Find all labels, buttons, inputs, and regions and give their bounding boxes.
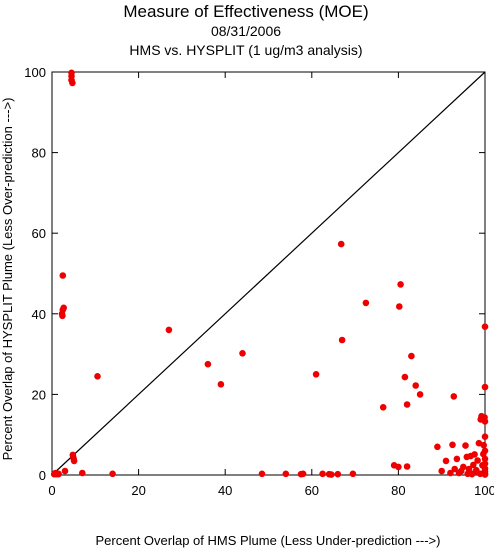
- data-point: [465, 465, 473, 473]
- data-point: [416, 391, 424, 398]
- data-point: [447, 469, 454, 477]
- data-point: [453, 455, 461, 463]
- data-point: [481, 455, 489, 463]
- data-point: [69, 79, 76, 87]
- data-point: [79, 469, 86, 477]
- x-tick-label: 20: [131, 483, 145, 498]
- data-point: [328, 471, 335, 478]
- data-point: [349, 470, 357, 478]
- tick-labels: 0 20 40 60 80 100 0 20 40 60 80 100: [24, 65, 494, 498]
- y-tick-label: 100: [24, 65, 46, 80]
- data-point: [474, 457, 481, 464]
- one-to-one-line: [51, 71, 486, 476]
- data-point: [396, 303, 403, 310]
- data-point: [397, 281, 404, 288]
- data-point: [59, 312, 66, 320]
- data-point: [319, 470, 326, 478]
- data-point: [438, 467, 446, 475]
- data-point: [109, 470, 116, 478]
- data-point: [480, 441, 488, 449]
- data-point: [481, 471, 489, 478]
- data-point: [403, 463, 411, 470]
- data-point: [239, 350, 246, 357]
- data-point: [94, 373, 101, 380]
- data-point: [362, 299, 370, 307]
- data-point: [481, 383, 489, 391]
- data-point: [442, 457, 450, 465]
- y-tick-label: 80: [32, 146, 46, 161]
- data-point: [217, 381, 225, 388]
- x-tick-label: 40: [218, 483, 232, 498]
- data-point: [451, 465, 459, 473]
- data-point: [338, 336, 346, 344]
- chart-analysis-subtitle: HMS vs. HYSPLIT (1 ug/m3 analysis): [129, 42, 362, 58]
- data-point: [299, 470, 307, 478]
- data-point: [481, 460, 489, 468]
- data-point: [481, 447, 489, 455]
- data-point: [471, 451, 478, 458]
- data-point: [401, 373, 409, 381]
- data-point: [258, 470, 266, 478]
- data-point: [282, 470, 290, 478]
- data-point: [449, 441, 456, 449]
- y-tick-label: 20: [32, 387, 46, 402]
- data-point: [460, 463, 467, 471]
- data-point: [470, 461, 477, 469]
- data-point: [481, 433, 489, 441]
- chart-title: Measure of Effectiveness (MOE): [123, 2, 368, 21]
- data-point: [165, 326, 173, 334]
- x-tick-label: 60: [305, 483, 319, 498]
- y-tick-label: 0: [39, 468, 46, 483]
- data-point: [337, 240, 345, 248]
- plot-frame: [51, 71, 486, 476]
- data-point: [434, 443, 441, 451]
- y-axis-label: Percent Overlap of HYSPLIT Plume (Less O…: [0, 98, 15, 461]
- x-axis-label: Percent Overlap of HMS Plume (Less Under…: [96, 533, 441, 548]
- data-point: [312, 371, 320, 378]
- y-tick-label: 40: [32, 307, 46, 322]
- data-point: [412, 382, 420, 389]
- data-point: [450, 393, 458, 400]
- reference-line-group: [51, 71, 486, 476]
- data-point: [379, 404, 387, 411]
- data-point: [481, 418, 489, 425]
- data-point: [70, 457, 78, 465]
- data-point: [204, 360, 212, 368]
- chart-date: 08/31/2006: [211, 23, 281, 39]
- y-tick-label: 60: [32, 226, 46, 241]
- x-tick-label: 80: [391, 483, 405, 498]
- data-point: [403, 401, 411, 408]
- data-point: [334, 470, 342, 478]
- x-tick-label: 0: [48, 483, 55, 498]
- data-points: [50, 69, 489, 478]
- data-point: [395, 463, 402, 471]
- data-point: [481, 323, 489, 331]
- data-point: [408, 352, 415, 360]
- data-point: [52, 469, 59, 477]
- x-tick-label: 100: [474, 483, 494, 498]
- data-point: [59, 272, 67, 279]
- data-point: [462, 442, 469, 449]
- data-point: [61, 467, 69, 475]
